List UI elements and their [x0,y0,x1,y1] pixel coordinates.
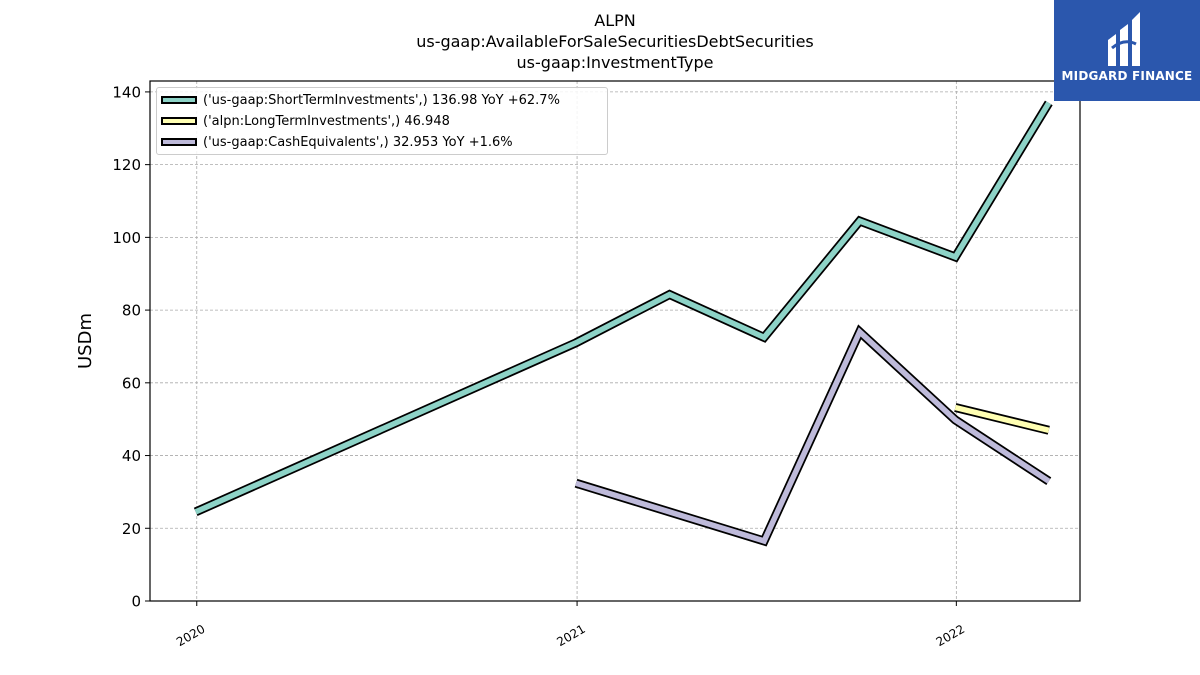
y-tick-label: 60 [122,374,141,392]
legend-item-cash-equivalents: ('us-gaap:CashEquivalents',) 32.953 YoY … [161,134,513,150]
y-tick-label: 120 [112,156,141,174]
x-tick-label: 2020 [174,622,207,649]
series-2-line [575,327,1051,545]
y-tick-label: 40 [122,447,141,465]
x-tick-label: 2022 [934,622,967,649]
y-axis-label: USDm [75,313,96,369]
plot-frame [149,80,1081,602]
chart-legend: ('us-gaap:ShortTermInvestments',) 136.98… [156,87,608,155]
chart-title-line-3: us-gaap:InvestmentType [516,53,714,72]
y-tick-label: 20 [122,520,141,538]
gridlines [150,81,1080,602]
y-tick-label: 140 [112,83,141,101]
y-tick-label: 80 [122,302,141,320]
legend-swatch-short-term [161,96,197,104]
legend-item-short-term: ('us-gaap:ShortTermInvestments',) 136.98… [161,92,560,108]
chart-title-line-1: ALPN [594,11,636,30]
x-tick-label: 2021 [554,622,587,649]
y-tick-label: 0 [131,593,141,611]
chart-title: ALPN us-gaap:AvailableForSaleSecuritiesD… [0,10,1200,73]
chart-title-line-2: us-gaap:AvailableForSaleSecuritiesDebtSe… [416,32,814,51]
midgard-logo-icon [1108,12,1140,66]
legend-label-short-term: ('us-gaap:ShortTermInvestments',) 136.98… [203,92,560,108]
brand-logo: MIDGARD FINANCE [1054,0,1200,101]
brand-logo-text: MIDGARD FINANCE [1061,69,1193,83]
series-lines [193,100,1053,547]
series-1-line [954,404,1050,433]
y-tick-label: 100 [112,229,141,247]
legend-swatch-long-term [161,117,197,125]
legend-label-long-term: ('alpn:LongTermInvestments',) 46.948 [203,113,450,129]
series-0-line [194,101,1052,515]
legend-label-cash-equivalents: ('us-gaap:CashEquivalents',) 32.953 YoY … [203,134,513,150]
legend-item-long-term: ('alpn:LongTermInvestments',) 46.948 [161,113,450,129]
axis-ticks: 0 20 40 60 80 100 120 140 2020 2021 2022 [112,83,967,649]
legend-swatch-cash-equivalents [161,138,197,146]
